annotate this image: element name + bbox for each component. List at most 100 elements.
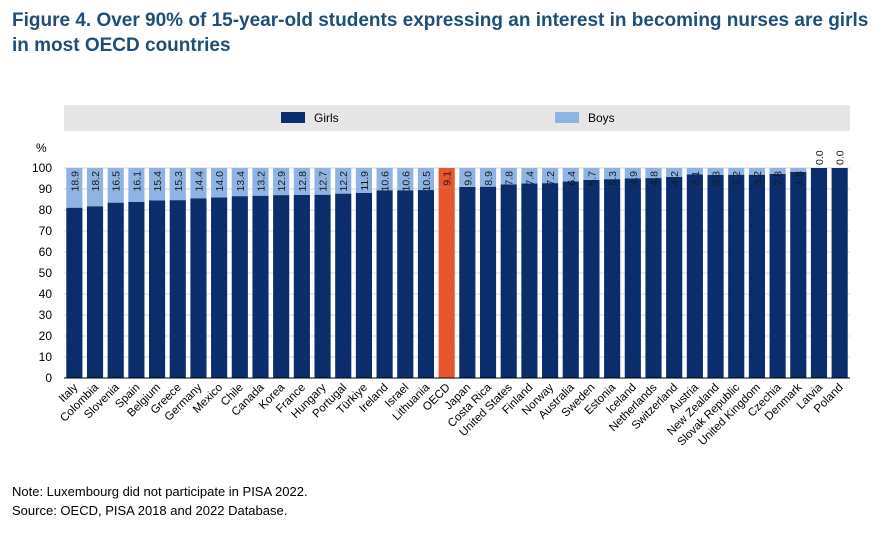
bar-girls xyxy=(273,195,290,378)
bar-boys xyxy=(273,168,290,196)
bar-boys xyxy=(583,168,600,180)
bar-girls xyxy=(397,190,414,378)
bar-boys xyxy=(107,168,124,203)
data-label: 4.2 xyxy=(669,171,681,186)
data-label: 13.4 xyxy=(235,171,247,192)
bar-girls xyxy=(790,171,807,378)
data-label: 3.2 xyxy=(731,171,743,186)
bar-boys xyxy=(562,168,579,182)
bar-boys xyxy=(479,168,497,187)
data-label: 3.1 xyxy=(690,171,702,186)
bar-boys xyxy=(790,168,807,172)
legend-label-boys: Boys xyxy=(588,111,615,125)
bar-boys xyxy=(666,168,683,177)
bar-boys xyxy=(604,168,621,180)
data-label: 7.4 xyxy=(524,171,536,186)
bar-girls xyxy=(417,190,435,378)
bar-girls xyxy=(604,179,621,378)
data-label: 13.2 xyxy=(256,171,268,192)
data-label: 8.9 xyxy=(483,171,495,186)
data-label: 1.8 xyxy=(793,171,805,186)
y-tick-label: 30 xyxy=(39,308,53,322)
bar-boys xyxy=(86,168,104,207)
data-label: 10.5 xyxy=(421,171,433,192)
bar-boys xyxy=(231,168,248,197)
bar-girls xyxy=(459,186,476,378)
bar-chart: Girls Boys % 0 10 20 30 40 50 60 70 80 90 100 18.9… xyxy=(32,105,850,448)
data-label: 12.7 xyxy=(318,171,330,192)
data-labels: 18.9 18.2 16.5 16.1 15.4 15.3 14.4 14.0 13.4 13.2… xyxy=(69,150,846,191)
y-tick-label: 60 xyxy=(39,245,53,259)
bar-boys xyxy=(397,168,414,191)
data-label: 12.8 xyxy=(297,171,309,192)
data-label: 5.3 xyxy=(607,171,619,186)
data-label: 4.9 xyxy=(628,171,640,186)
bar-girls xyxy=(211,197,228,378)
bar-girls xyxy=(521,183,538,378)
data-label: 9.0 xyxy=(462,171,474,186)
bar-boys xyxy=(438,168,455,188)
bar-boys xyxy=(645,168,662,179)
bar-boys xyxy=(169,168,186,201)
data-label: 18.2 xyxy=(90,171,102,192)
bar-boys xyxy=(624,168,641,179)
bar-boys xyxy=(417,168,435,191)
bar-boys xyxy=(335,168,352,194)
data-label: 12.2 xyxy=(338,171,350,192)
bar-girls xyxy=(479,186,497,378)
data-label: 14.0 xyxy=(214,171,226,192)
y-tick-label: 20 xyxy=(39,329,53,343)
bar-girls xyxy=(149,200,166,378)
y-axis-label: % xyxy=(36,141,47,155)
bar-girls xyxy=(645,178,662,378)
data-label: 6.4 xyxy=(566,171,578,186)
y-tick-labels: 0 10 20 30 40 50 60 70 80 90 100 xyxy=(32,161,52,385)
bar-girls xyxy=(107,202,124,378)
y-tick-label: 50 xyxy=(39,266,53,280)
bar-boys xyxy=(542,168,559,184)
y-tick-label: 0 xyxy=(45,371,52,385)
bar-girls xyxy=(190,198,207,378)
bar-boys xyxy=(293,168,310,195)
bar-girls xyxy=(500,184,517,378)
bar-boys xyxy=(728,168,745,175)
bar-girls xyxy=(252,195,269,378)
bar-boys xyxy=(376,168,393,191)
bar-girls xyxy=(335,193,352,378)
data-label: 10.6 xyxy=(380,171,392,192)
data-label: 9.1 xyxy=(442,171,454,186)
bar-boys xyxy=(355,168,372,193)
legend-label-girls: Girls xyxy=(314,111,339,125)
data-label: 3.3 xyxy=(711,171,723,186)
data-label: 5.7 xyxy=(586,171,598,186)
data-label: 7.8 xyxy=(504,171,516,186)
bar-girls xyxy=(562,181,579,378)
note-text: Note: Luxembourg did not participate in … xyxy=(12,484,308,499)
bar-girls xyxy=(810,168,828,378)
bar-girls xyxy=(583,179,600,378)
bar-boys xyxy=(314,168,331,195)
bar-girls xyxy=(231,196,248,378)
bar-boys xyxy=(459,168,476,187)
data-label: 11.9 xyxy=(359,171,371,191)
bar-girls xyxy=(666,176,683,378)
data-label: 12.9 xyxy=(276,171,288,192)
bar-girls xyxy=(542,183,559,378)
legend-swatch-boys xyxy=(555,112,579,123)
bar-girls xyxy=(376,190,393,378)
bar-boys xyxy=(252,168,269,196)
x-tick-labels: ItalyColombiaSloveniaSpainBelgiumGreeceG… xyxy=(57,381,846,448)
data-label: 0.0 xyxy=(814,150,826,165)
y-tick-label: 10 xyxy=(39,350,53,364)
data-label: 0.0 xyxy=(835,150,847,165)
y-tick-label: 100 xyxy=(32,161,52,175)
data-label: 7.2 xyxy=(545,171,557,186)
data-label: 3.2 xyxy=(752,171,764,186)
legend-background xyxy=(64,105,850,131)
data-label: 4.8 xyxy=(649,171,661,186)
bar-girls xyxy=(769,173,786,378)
legend-swatch-girls xyxy=(281,112,305,123)
bar-boys xyxy=(149,168,166,201)
bar-girls xyxy=(707,174,724,378)
data-label: 15.4 xyxy=(152,171,164,192)
